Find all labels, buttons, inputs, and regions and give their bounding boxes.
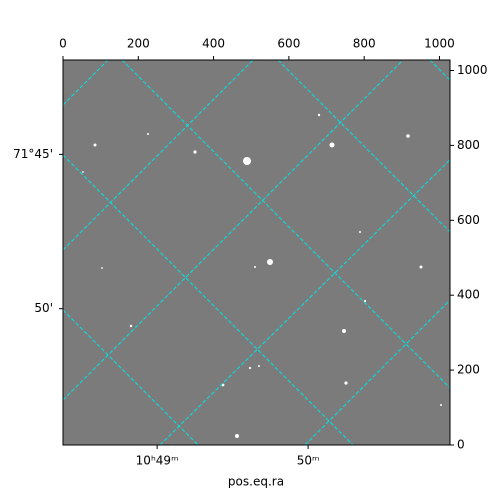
frame <box>62 59 451 446</box>
y-tick-label: 0 <box>457 438 465 452</box>
x-tick-label: 400 <box>202 37 225 51</box>
ra-tick-label: 50ᵐ <box>297 454 320 468</box>
stars <box>82 113 442 438</box>
x-tick-label: 0 <box>59 37 67 51</box>
image <box>63 60 450 445</box>
y-tick-label: 1000 <box>457 63 488 77</box>
x-tick-label: 600 <box>277 37 300 51</box>
image-content <box>63 60 450 445</box>
dec-tick-label: 71°45' <box>13 147 53 161</box>
x-tick-label: 1000 <box>424 37 455 51</box>
y-tick-label: 200 <box>457 363 480 377</box>
x-tick-label: 200 <box>127 37 150 51</box>
dec-tick-label: 50' <box>34 301 53 315</box>
y-tick-label: 600 <box>457 213 480 227</box>
y-tick-label: 800 <box>457 138 480 152</box>
coordinate-grid <box>63 60 450 445</box>
y-tick-label: 400 <box>457 288 480 302</box>
x-axis-label: pos.eq.ra <box>228 475 284 489</box>
x-tick-label: 800 <box>353 37 376 51</box>
ra-tick-label: 10ʰ49ᵐ <box>136 454 179 468</box>
